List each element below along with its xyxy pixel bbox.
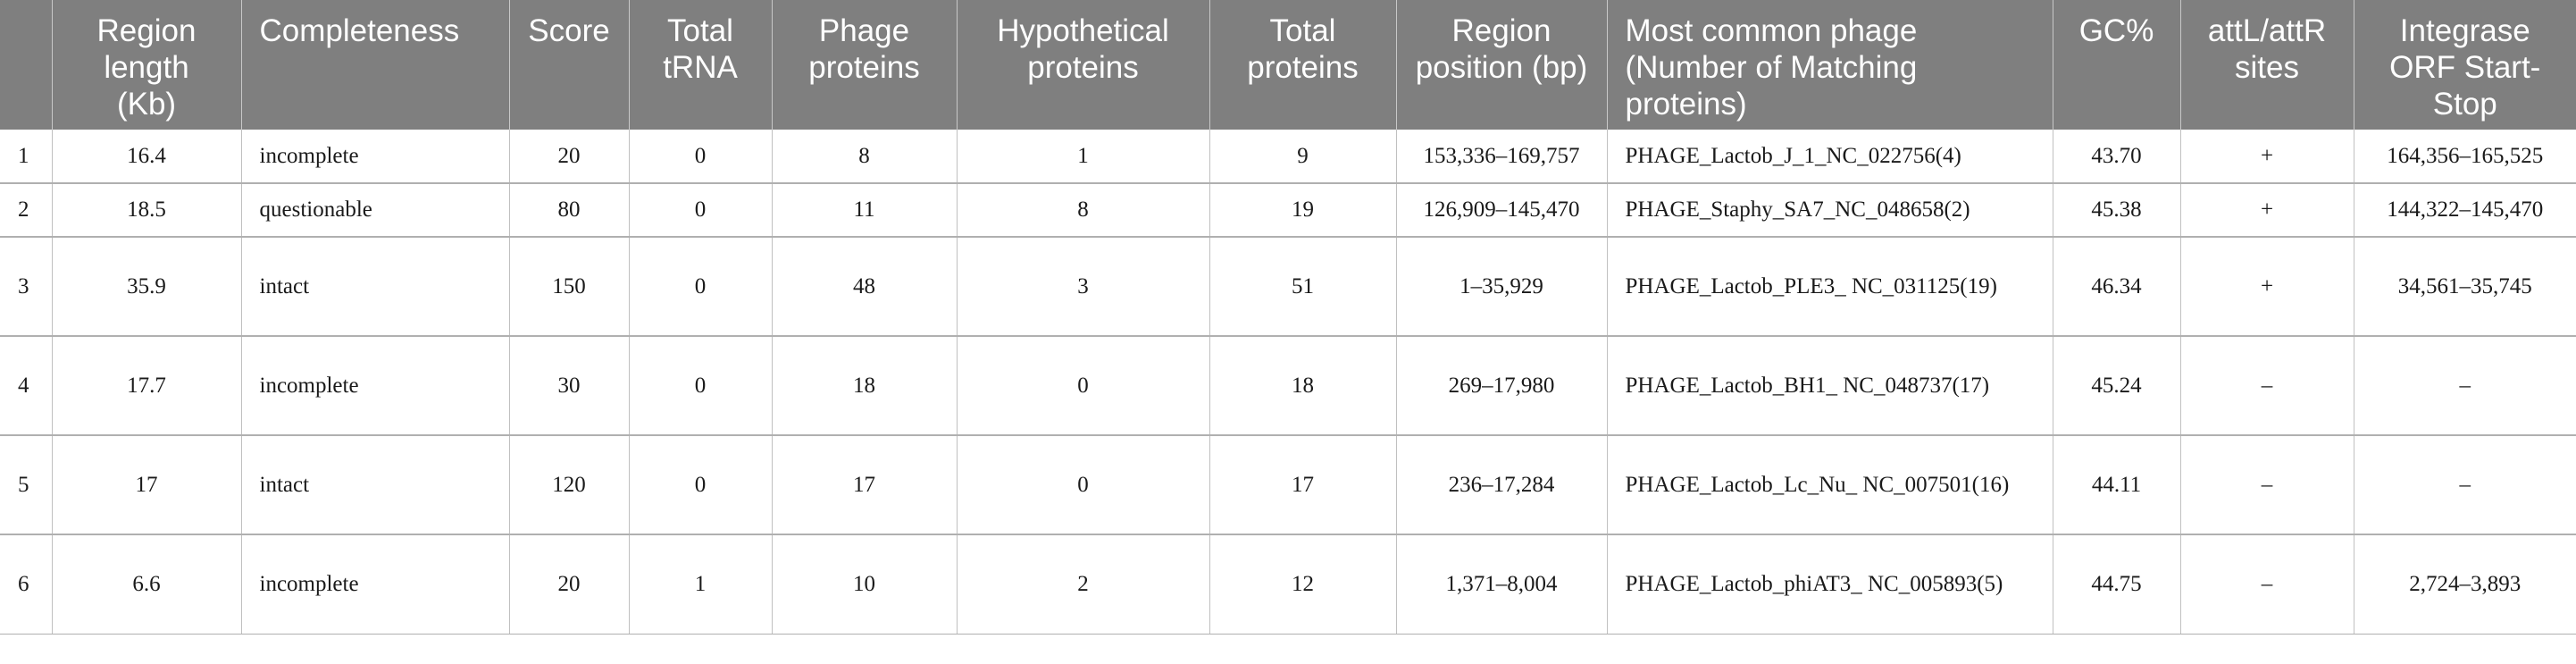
header-row: Region length (Kb) Completeness Score To… bbox=[0, 0, 2576, 130]
cell-completeness: questionable bbox=[240, 183, 509, 238]
cell-most-common-phage: PHAGE_Staphy_SA7_NC_048658(2) bbox=[1606, 183, 2053, 238]
cell-region-length: 35.9 bbox=[51, 237, 241, 337]
cell-total-trna: 1 bbox=[628, 534, 772, 635]
cell-att-sites: – bbox=[2179, 336, 2354, 436]
cell-most-common-phage: PHAGE_Lactob_PLE3_ NC_031125(19) bbox=[1606, 237, 2053, 337]
cell-gc-percent: 44.75 bbox=[2052, 534, 2180, 635]
cell-integrase-orf: 2,724–3,893 bbox=[2353, 534, 2576, 635]
cell-index: 1 bbox=[0, 130, 52, 184]
header-total-trna: Total tRNA bbox=[628, 0, 772, 130]
cell-total-proteins: 9 bbox=[1209, 130, 1396, 184]
header-att-sites: attL/attR sites bbox=[2179, 0, 2354, 130]
cell-gc-percent: 45.38 bbox=[2052, 183, 2180, 238]
cell-index: 3 bbox=[0, 237, 52, 337]
header-completeness: Completeness bbox=[240, 0, 509, 130]
cell-score: 20 bbox=[508, 534, 629, 635]
cell-integrase-orf: 144,322–145,470 bbox=[2353, 183, 2576, 238]
cell-region-length: 6.6 bbox=[51, 534, 241, 635]
cell-most-common-phage: PHAGE_Lactob_Lc_Nu_ NC_007501(16) bbox=[1606, 435, 2053, 535]
cell-phage-proteins: 11 bbox=[771, 183, 957, 238]
cell-total-trna: 0 bbox=[628, 130, 772, 184]
cell-phage-proteins: 17 bbox=[771, 435, 957, 535]
cell-region-length: 17.7 bbox=[51, 336, 241, 436]
cell-region-length: 17 bbox=[51, 435, 241, 535]
cell-gc-percent: 45.24 bbox=[2052, 336, 2180, 436]
cell-total-trna: 0 bbox=[628, 183, 772, 238]
cell-score: 150 bbox=[508, 237, 629, 337]
cell-hypothetical-proteins: 1 bbox=[956, 130, 1209, 184]
header-most-common-phage: Most common phage (Number of Matching pr… bbox=[1606, 0, 2053, 130]
header-index bbox=[0, 0, 52, 130]
cell-score: 30 bbox=[508, 336, 629, 436]
cell-region-position: 153,336–169,757 bbox=[1395, 130, 1607, 184]
cell-gc-percent: 44.11 bbox=[2052, 435, 2180, 535]
cell-att-sites: – bbox=[2179, 534, 2354, 635]
cell-att-sites: + bbox=[2179, 183, 2354, 238]
cell-hypothetical-proteins: 2 bbox=[956, 534, 1209, 635]
cell-phage-proteins: 8 bbox=[771, 130, 957, 184]
cell-total-proteins: 19 bbox=[1209, 183, 1396, 238]
cell-most-common-phage: PHAGE_Lactob_phiAT3_ NC_005893(5) bbox=[1606, 534, 2053, 635]
cell-hypothetical-proteins: 0 bbox=[956, 336, 1209, 436]
cell-phage-proteins: 18 bbox=[771, 336, 957, 436]
cell-index: 5 bbox=[0, 435, 52, 535]
cell-integrase-orf: 34,561–35,745 bbox=[2353, 237, 2576, 337]
cell-region-position: 1,371–8,004 bbox=[1395, 534, 1607, 635]
header-phage-proteins: Phage proteins bbox=[771, 0, 957, 130]
cell-most-common-phage: PHAGE_Lactob_J_1_NC_022756(4) bbox=[1606, 130, 2053, 184]
cell-most-common-phage: PHAGE_Lactob_BH1_ NC_048737(17) bbox=[1606, 336, 2053, 436]
header-score: Score bbox=[508, 0, 629, 130]
header-region-position: Region position (bp) bbox=[1395, 0, 1607, 130]
cell-region-position: 126,909–145,470 bbox=[1395, 183, 1607, 238]
cell-gc-percent: 43.70 bbox=[2052, 130, 2180, 184]
cell-score: 20 bbox=[508, 130, 629, 184]
table-row: 1 16.4 incomplete 20 0 8 1 9 153,336–169… bbox=[0, 130, 2576, 184]
cell-hypothetical-proteins: 8 bbox=[956, 183, 1209, 238]
table-row: 3 35.9 intact 150 0 48 3 51 1–35,929 PHA… bbox=[0, 237, 2576, 337]
cell-region-position: 269–17,980 bbox=[1395, 336, 1607, 436]
cell-completeness: incomplete bbox=[240, 130, 509, 184]
table-row: 4 17.7 incomplete 30 0 18 0 18 269–17,98… bbox=[0, 336, 2576, 436]
cell-completeness: intact bbox=[240, 237, 509, 337]
cell-att-sites: + bbox=[2179, 237, 2354, 337]
cell-phage-proteins: 10 bbox=[771, 534, 957, 635]
cell-phage-proteins: 48 bbox=[771, 237, 957, 337]
cell-completeness: incomplete bbox=[240, 336, 509, 436]
cell-completeness: incomplete bbox=[240, 534, 509, 635]
cell-att-sites: + bbox=[2179, 130, 2354, 184]
cell-total-proteins: 17 bbox=[1209, 435, 1396, 535]
header-gc-percent: GC% bbox=[2052, 0, 2180, 130]
prophage-regions-table: Region length (Kb) Completeness Score To… bbox=[0, 0, 2576, 635]
header-integrase-orf: Integrase ORF Start-Stop bbox=[2353, 0, 2576, 130]
cell-total-proteins: 12 bbox=[1209, 534, 1396, 635]
cell-total-trna: 0 bbox=[628, 336, 772, 436]
table-row: 5 17 intact 120 0 17 0 17 236–17,284 PHA… bbox=[0, 435, 2576, 535]
cell-region-length: 18.5 bbox=[51, 183, 241, 238]
header-total-proteins: Total proteins bbox=[1209, 0, 1396, 130]
cell-region-position: 1–35,929 bbox=[1395, 237, 1607, 337]
cell-region-length: 16.4 bbox=[51, 130, 241, 184]
cell-total-proteins: 51 bbox=[1209, 237, 1396, 337]
header-region-length: Region length (Kb) bbox=[51, 0, 241, 130]
table-row: 6 6.6 incomplete 20 1 10 2 12 1,371–8,00… bbox=[0, 534, 2576, 635]
cell-score: 80 bbox=[508, 183, 629, 238]
cell-total-trna: 0 bbox=[628, 237, 772, 337]
cell-completeness: intact bbox=[240, 435, 509, 535]
cell-total-trna: 0 bbox=[628, 435, 772, 535]
cell-region-position: 236–17,284 bbox=[1395, 435, 1607, 535]
cell-index: 6 bbox=[0, 534, 52, 635]
cell-integrase-orf: 164,356–165,525 bbox=[2353, 130, 2576, 184]
cell-total-proteins: 18 bbox=[1209, 336, 1396, 436]
header-hypothetical-proteins: Hypothetical proteins bbox=[956, 0, 1209, 130]
cell-index: 4 bbox=[0, 336, 52, 436]
cell-hypothetical-proteins: 0 bbox=[956, 435, 1209, 535]
table-row: 2 18.5 questionable 80 0 11 8 19 126,909… bbox=[0, 183, 2576, 238]
cell-integrase-orf: – bbox=[2353, 435, 2576, 535]
cell-hypothetical-proteins: 3 bbox=[956, 237, 1209, 337]
cell-att-sites: – bbox=[2179, 435, 2354, 535]
cell-score: 120 bbox=[508, 435, 629, 535]
cell-integrase-orf: – bbox=[2353, 336, 2576, 436]
cell-gc-percent: 46.34 bbox=[2052, 237, 2180, 337]
cell-index: 2 bbox=[0, 183, 52, 238]
